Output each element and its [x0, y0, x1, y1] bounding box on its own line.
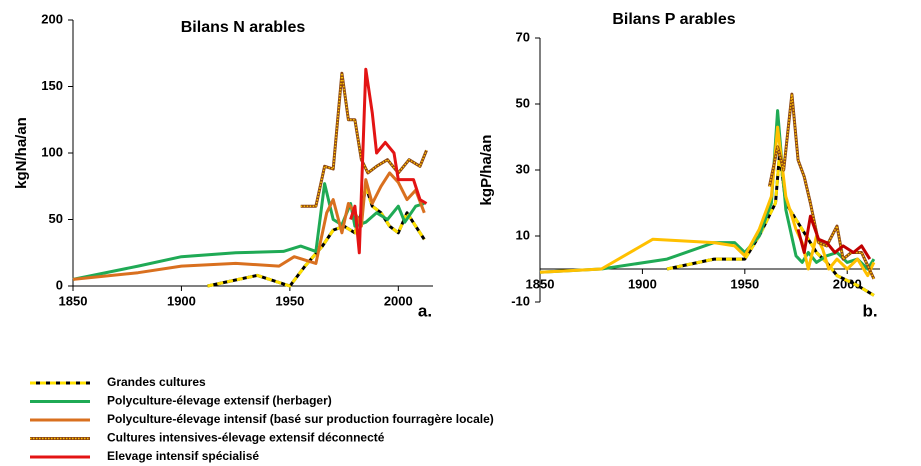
- chart-title: Bilans N arables: [181, 19, 306, 36]
- series-line: [796, 214, 872, 260]
- legend-label: Polyculture-élevage extensif (herbager): [107, 394, 332, 408]
- series-line: [72, 171, 426, 281]
- x-tick-label: 1850: [59, 293, 88, 308]
- y-tick-label: 10: [516, 227, 530, 242]
- series-line: [349, 67, 428, 255]
- panel-label: a.: [418, 301, 432, 320]
- x-tick-label: 1900: [167, 293, 196, 308]
- y-tick-label: 30: [516, 161, 530, 176]
- y-tick-label: 200: [41, 11, 63, 26]
- legend-label: Cultures intensives-élevage extensif déc…: [107, 431, 385, 445]
- y-axis-label: kgN/ha/an: [13, 117, 30, 189]
- legend-label: Grandes cultures: [107, 375, 206, 389]
- y-tick-label: 150: [41, 78, 63, 93]
- x-tick-label: 1850: [526, 276, 555, 291]
- x-tick-label: 2000: [833, 276, 862, 291]
- series-line-under: [767, 92, 876, 280]
- panel-label: b.: [862, 301, 877, 320]
- x-tick-label: 1900: [628, 276, 657, 291]
- y-tick-label: 0: [56, 277, 63, 292]
- y-tick-label: 50: [516, 95, 530, 110]
- series-line: [72, 182, 425, 281]
- series-line: [539, 125, 876, 278]
- legend-label: Polyculture-élevage intensif (basé sur p…: [107, 412, 494, 426]
- y-tick-label: 100: [41, 144, 63, 159]
- y-tick-label: 50: [49, 211, 63, 226]
- x-tick-label: 1950: [275, 293, 304, 308]
- series-line: [539, 109, 876, 274]
- y-axis-label: kgP/ha/an: [478, 135, 495, 206]
- x-tick-label: 1950: [730, 276, 759, 291]
- y-tick-label: -10: [511, 293, 530, 308]
- x-tick-label: 2000: [384, 293, 413, 308]
- chart-title: Bilans P arables: [612, 11, 735, 28]
- y-tick-label: 70: [516, 29, 530, 44]
- legend-label: Elevage intensif spécialisé: [107, 449, 259, 463]
